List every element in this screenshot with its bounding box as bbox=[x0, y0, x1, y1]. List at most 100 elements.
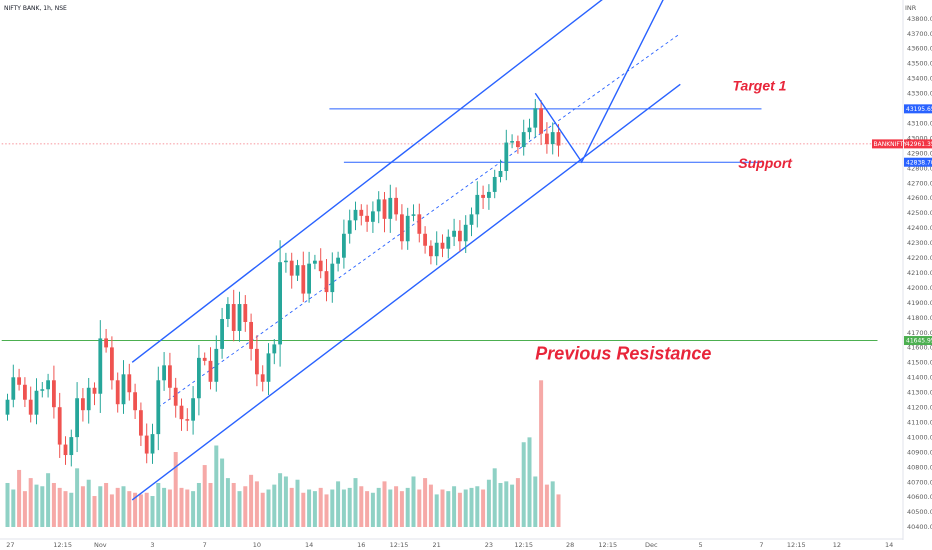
volume-bar bbox=[260, 492, 265, 527]
volume-bar bbox=[347, 487, 352, 527]
time-tick-label: 12:15 bbox=[787, 541, 806, 549]
volume-bar bbox=[330, 489, 335, 527]
annotation-label: Target 1 bbox=[733, 77, 787, 93]
price-tick-label: 41800.00 bbox=[907, 314, 932, 322]
candle-body bbox=[359, 209, 364, 216]
candle-body bbox=[110, 347, 114, 381]
candle-body bbox=[139, 410, 143, 436]
price-tick-label: 43400.00 bbox=[907, 75, 932, 83]
candle-body bbox=[162, 365, 166, 381]
time-tick-label: 21 bbox=[433, 541, 441, 549]
candle-body bbox=[521, 132, 526, 148]
annotations: Target 1 Support Previous Resistance bbox=[535, 77, 793, 363]
currency-label: INR bbox=[905, 4, 917, 12]
volume-bar bbox=[544, 484, 549, 527]
volume-bar bbox=[527, 437, 532, 527]
chart-title: NIFTY BANK, 1h, NSE bbox=[4, 5, 67, 12]
time-tick-label: 7 bbox=[203, 541, 207, 549]
volume-bar bbox=[208, 482, 213, 527]
candle-body bbox=[289, 260, 294, 276]
candle-body bbox=[278, 262, 282, 345]
price-tick-label: 43000.00 bbox=[907, 134, 932, 142]
candle-body bbox=[34, 390, 39, 415]
candle-body bbox=[376, 199, 381, 212]
price-tick-label: 43500.00 bbox=[907, 60, 932, 68]
candle-body bbox=[463, 224, 468, 242]
price-tick-label: 40600.00 bbox=[907, 493, 932, 501]
candle-body bbox=[75, 398, 79, 438]
price-tick-label: 41000.00 bbox=[907, 433, 932, 441]
volume-bar bbox=[405, 487, 410, 527]
volume-bar bbox=[28, 478, 33, 527]
price-tick-label: 43800.00 bbox=[907, 15, 932, 23]
volume-bar bbox=[463, 489, 468, 527]
price-tick-label: 40900.00 bbox=[907, 448, 932, 456]
volume-bar bbox=[475, 486, 480, 527]
volume-bar bbox=[57, 487, 62, 527]
time-tick-label: 14 bbox=[885, 541, 893, 549]
candle-body bbox=[144, 435, 149, 454]
volume-bar bbox=[481, 489, 486, 527]
time-tick-label: 27 bbox=[6, 541, 14, 549]
candle-body bbox=[330, 263, 335, 293]
volume-bar bbox=[336, 481, 341, 527]
volume-bar bbox=[515, 478, 520, 527]
candle-body bbox=[527, 127, 532, 133]
volume-bar bbox=[69, 492, 74, 527]
candle-body bbox=[191, 398, 195, 421]
volume-bar bbox=[185, 489, 190, 527]
time-tick-label: 23 bbox=[485, 541, 493, 549]
candle-body bbox=[556, 132, 561, 146]
price-tick-label: 41600.00 bbox=[907, 344, 932, 352]
candle-body bbox=[342, 233, 346, 258]
time-axis[interactable]: 27 12:15 Nov 3 7 10 14 16 12:15 21 23 12:15 28 12:15 D… bbox=[0, 538, 903, 549]
volume-bar bbox=[196, 482, 201, 527]
time-tick-label: 28 bbox=[566, 541, 574, 549]
volume-bars bbox=[5, 380, 561, 527]
price-tick-label: 42600.00 bbox=[907, 194, 932, 202]
volume-bar bbox=[237, 491, 242, 527]
candle-body bbox=[434, 242, 439, 257]
price-axis[interactable]: 43800.00 43700.00 43600.00 43500.00 43400.00… bbox=[902, 0, 932, 540]
volume-bar bbox=[289, 487, 294, 527]
volume-bar bbox=[399, 491, 404, 527]
volume-bar bbox=[75, 468, 80, 527]
price-tick-label: 43300.00 bbox=[907, 90, 932, 98]
volume-bar bbox=[423, 478, 428, 527]
time-tick-label: 7 bbox=[759, 541, 763, 549]
volume-bar bbox=[301, 492, 306, 527]
time-tick-label: 14 bbox=[305, 541, 313, 549]
volume-bar bbox=[150, 496, 155, 527]
volume-bar bbox=[278, 473, 283, 527]
volume-bar bbox=[370, 492, 375, 527]
volume-bar bbox=[417, 489, 422, 527]
candle-body bbox=[365, 215, 369, 222]
price-tick-label: 43100.00 bbox=[907, 119, 932, 127]
volume-bar bbox=[17, 469, 22, 527]
time-tick-label: 12:15 bbox=[390, 541, 409, 549]
time-tick-label: 3 bbox=[150, 541, 154, 549]
annotation-label: Support bbox=[738, 155, 793, 171]
volume-bar bbox=[115, 487, 120, 527]
candle-body bbox=[452, 230, 456, 237]
volume-bar bbox=[521, 442, 526, 527]
candle-body bbox=[179, 405, 184, 420]
volume-bar bbox=[98, 486, 103, 527]
volume-bar bbox=[162, 487, 167, 527]
candle-body bbox=[301, 265, 306, 294]
volume-bar bbox=[388, 489, 393, 527]
time-tick-label: 12:15 bbox=[53, 541, 72, 549]
volume-bar bbox=[133, 492, 138, 527]
volume-bar bbox=[295, 479, 300, 527]
candle-body bbox=[371, 211, 375, 222]
volume-bar bbox=[225, 478, 230, 527]
price-tick-label: 41400.00 bbox=[907, 374, 932, 382]
candle-body bbox=[81, 398, 85, 411]
price-tick-label: 41200.00 bbox=[907, 404, 932, 412]
candle-body bbox=[226, 304, 230, 319]
candle-body bbox=[295, 265, 300, 276]
volume-bar bbox=[254, 481, 259, 527]
price-badge bbox=[904, 139, 932, 149]
candle-body bbox=[208, 360, 213, 382]
